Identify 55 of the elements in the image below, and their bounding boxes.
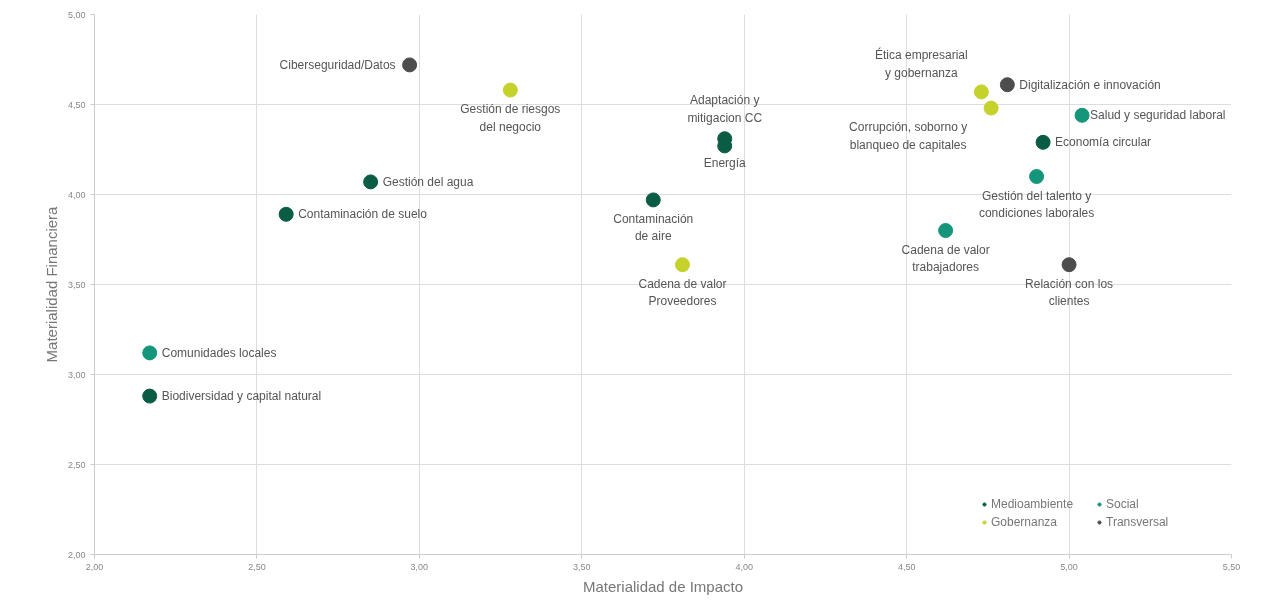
annotation: Cadena de valor Proveedores [638, 276, 727, 309]
annotation: Salud y seguridad laboral [1090, 108, 1226, 123]
point [999, 77, 1015, 93]
point [973, 84, 989, 100]
legend-label: Medioambiente [991, 497, 1075, 511]
x-tick-label: 4,00 [735, 561, 753, 572]
annotation: Contaminación de suelo [298, 207, 428, 222]
point [645, 192, 661, 208]
y-axis-title: Materialidad Financiera [42, 205, 60, 363]
y-tick-label: 5,00 [67, 9, 86, 20]
y-tick-label: 2,50 [67, 459, 86, 470]
point [142, 345, 158, 361]
point [938, 223, 954, 238]
annotation: Comunidades locales [161, 345, 277, 360]
y-tick-label: 3,00 [67, 369, 86, 380]
y-tick-label: 4,00 [67, 189, 86, 200]
x-tick-label: 5,00 [1060, 561, 1078, 572]
annotation: Biodiversidad y capital natural [161, 389, 322, 404]
point [983, 100, 999, 116]
point [142, 388, 158, 404]
y-tick-label: 2,00 [67, 549, 86, 560]
point [1029, 169, 1045, 184]
annotation: Cadena de valor trabajadores [901, 242, 990, 274]
point [402, 57, 418, 73]
annotation: Gestión del talento y condiciones laborales [978, 188, 1095, 220]
annotation: Ética empresarial y gobernanza [875, 47, 968, 80]
annotation: Adaptación y mitigacion CC [687, 93, 763, 125]
legend-label: Transversal [1106, 515, 1170, 529]
x-axis-title: Materialidad de Impacto [582, 577, 744, 595]
point [502, 82, 518, 98]
annotation: Gestión del agua [382, 174, 474, 189]
point [363, 174, 379, 190]
legend-label: Gobernanza [991, 515, 1059, 529]
annotation: Relación con los clientes [1025, 276, 1114, 309]
point [278, 206, 294, 222]
annotation: Energía [703, 155, 747, 170]
x-tick-label: 4,50 [897, 561, 916, 572]
x-tick-label: 5,50 [1222, 561, 1241, 572]
point [1061, 257, 1077, 273]
annotation: Gestión de riesgos del negocio [460, 102, 561, 134]
legend-label: Social [1106, 497, 1140, 511]
x-tick-label: 2,50 [248, 561, 266, 572]
y-tick-label: 3,50 [67, 279, 86, 290]
annotation: Corrupción, soborno y blanqueo de capitales [849, 120, 968, 152]
annotation: Contaminación de aire [613, 211, 694, 244]
point [1074, 107, 1090, 123]
point [1035, 134, 1051, 150]
x-tick-label: 3,50 [573, 561, 591, 572]
x-tick-label: 3,00 [410, 561, 429, 572]
annotation: Ciberseguridad/Datos [279, 57, 396, 72]
annotation: Digitalización e innovación [1019, 77, 1161, 92]
y-tick-label: 4,50 [67, 99, 86, 110]
point [674, 257, 690, 273]
annotation: Economía circular [1055, 135, 1152, 150]
x-tick-label: 2,00 [85, 561, 104, 572]
